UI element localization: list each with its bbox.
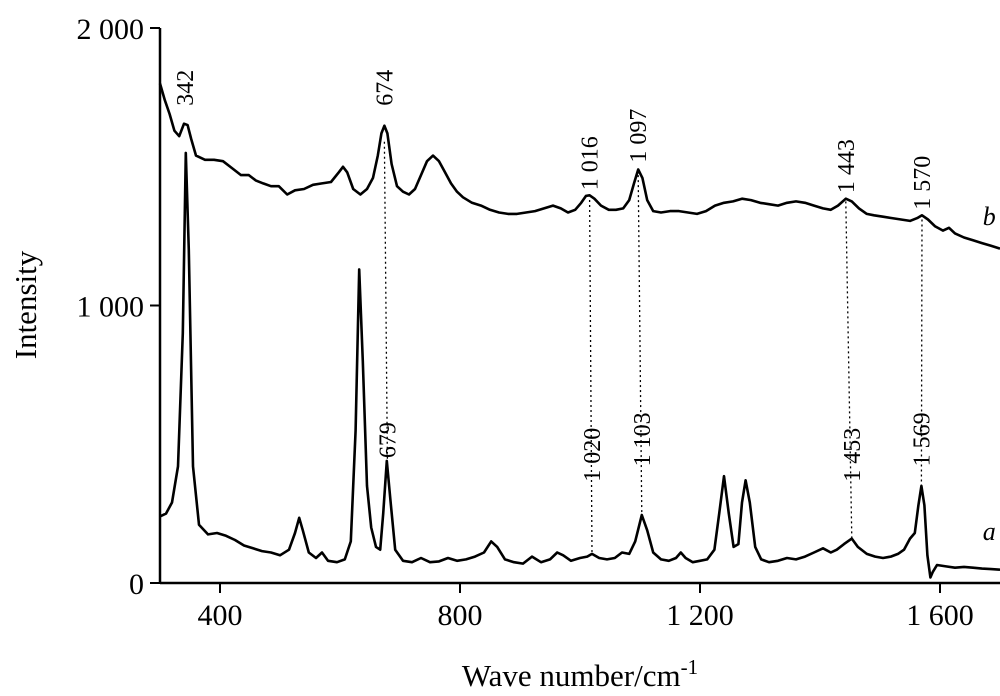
- series-lines: [158, 83, 1000, 579]
- x-tick-label: 400: [198, 599, 243, 632]
- y-tick-label: 2 000: [77, 13, 145, 46]
- series-b-peak-label: 674: [372, 70, 398, 106]
- series-b-peak-label: 1 443: [834, 139, 860, 193]
- x-tick-label: 800: [438, 599, 483, 632]
- x-axis-title: Wave number/cm-1: [462, 655, 698, 693]
- series-a-label: a: [983, 517, 996, 546]
- series-b-peak-label: 1 570: [910, 156, 936, 210]
- series-b-peak-label: 342: [173, 70, 199, 106]
- y-tick-label: 0: [129, 568, 144, 601]
- axes: [158, 28, 1000, 585]
- series-b-label: b: [983, 202, 996, 231]
- peak-guide-line: [845, 201, 853, 539]
- peak-guide-line: [383, 141, 389, 461]
- series-b-peak-label: 1 097: [626, 109, 652, 163]
- series-a-peak-label: 1 103: [630, 412, 656, 466]
- x-axis-title-superscript: -1: [681, 655, 699, 679]
- ticks: 400 800 1 200 1 600 0 1 000 2 000: [77, 13, 974, 632]
- spectrum-a-line: [159, 151, 1000, 579]
- x-axis-title-main: Wave number/cm: [462, 658, 681, 693]
- y-tick-label: 1 000: [77, 291, 145, 324]
- series-a-peak-label: 1 453: [840, 428, 866, 482]
- spectrum-b-line: [158, 83, 1000, 250]
- series-labels: ba: [983, 202, 996, 546]
- series-a-peak-label: 1 020: [580, 428, 606, 482]
- y-axis-title: Intensity: [8, 250, 43, 359]
- x-tick-label: 1 600: [906, 599, 974, 632]
- peak-labels: 342 674 1 016 1 097 1 443 1 570 679 1 020 1 103 1…: [173, 70, 936, 482]
- peak-guide-line: [588, 200, 593, 554]
- series-b-peak-label: 1 016: [578, 136, 604, 190]
- x-tick-label: 1 200: [666, 599, 734, 632]
- peak-guide-line: [637, 175, 643, 516]
- series-a-peak-label: 1 569: [909, 412, 935, 466]
- guide-lines: [383, 141, 923, 554]
- series-a-peak-label: 679: [375, 422, 401, 458]
